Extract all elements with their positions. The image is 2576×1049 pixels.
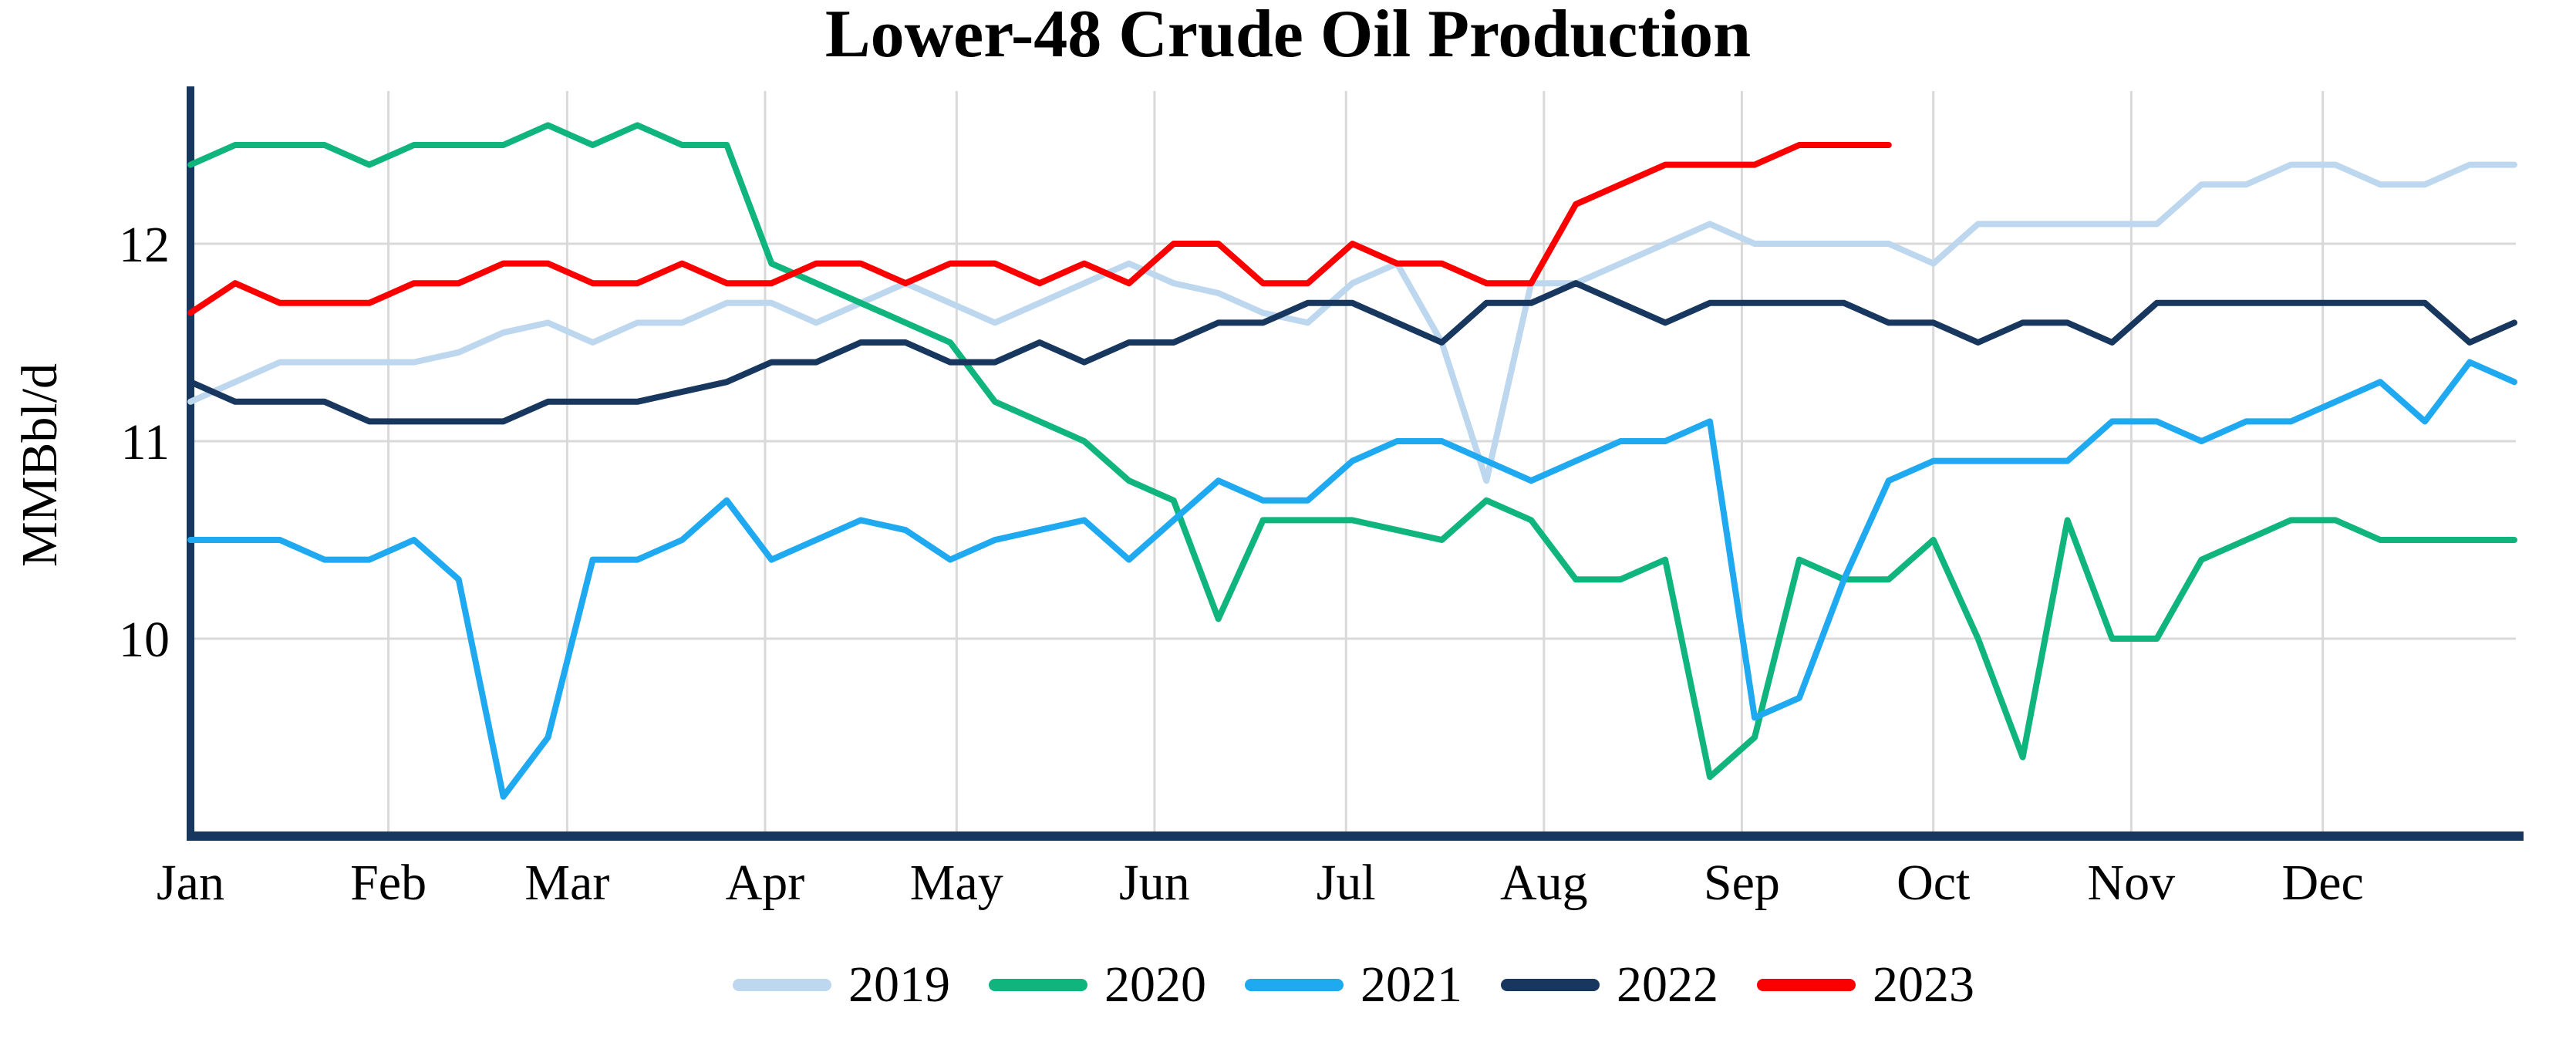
series-lines	[187, 122, 2517, 800]
legend-swatch-2019	[733, 979, 831, 991]
x-tick-label: May	[910, 855, 1003, 911]
legend-label-2021: 2021	[1360, 956, 1462, 1013]
legend-item-2021: 2021	[1245, 960, 1462, 1010]
legend-item-2019: 2019	[733, 960, 950, 1010]
x-tick-label: Oct	[1897, 855, 1970, 911]
legend-swatch-2020	[989, 979, 1087, 991]
x-tick-label: Jan	[157, 855, 224, 911]
axis-tick-labels: 10 11 12 Jan Feb Mar Apr May Jun Jul Aug Sep Oct Nov D…	[119, 217, 2364, 911]
legend-label-2019: 2019	[848, 956, 950, 1013]
x-tick-label: Sep	[1704, 855, 1780, 911]
y-tick-label: 10	[119, 612, 170, 668]
legend-swatch-2021	[1245, 979, 1344, 991]
x-tick-label: Nov	[2088, 855, 2176, 911]
axes	[187, 86, 2524, 841]
legend: 2019 2020 2021 2022 2023	[0, 960, 2576, 1010]
x-tick-label: Aug	[1500, 855, 1588, 911]
chart-title: Lower-48 Crude Oil Production	[824, 0, 1752, 72]
x-tick-label: Mar	[524, 855, 609, 911]
legend-item-2022: 2022	[1501, 960, 1718, 1010]
x-axis-spine	[187, 831, 2524, 841]
series-line-2023	[187, 142, 1892, 316]
y-tick-label: 11	[120, 414, 170, 471]
series-line-2020	[187, 122, 2517, 781]
legend-label-2023: 2023	[1873, 956, 1974, 1013]
x-tick-label: Feb	[350, 855, 427, 911]
series-line-2019	[187, 161, 2517, 484]
x-tick-label: Jul	[1317, 855, 1376, 911]
x-tick-label: Apr	[726, 855, 805, 911]
series-line-2021	[187, 359, 2517, 800]
legend-item-2020: 2020	[989, 960, 1206, 1010]
x-tick-label: Jun	[1119, 855, 1190, 911]
x-tick-label: Dec	[2282, 855, 2364, 911]
legend-swatch-2023	[1757, 979, 1856, 991]
legend-label-2022: 2022	[1617, 956, 1718, 1013]
y-tick-label: 12	[119, 217, 170, 273]
legend-swatch-2022	[1501, 979, 1600, 991]
y-axis-spine	[187, 86, 194, 841]
series-line-2022	[187, 280, 2517, 425]
legend-label-2020: 2020	[1104, 956, 1206, 1013]
legend-item-2023: 2023	[1757, 960, 1974, 1010]
